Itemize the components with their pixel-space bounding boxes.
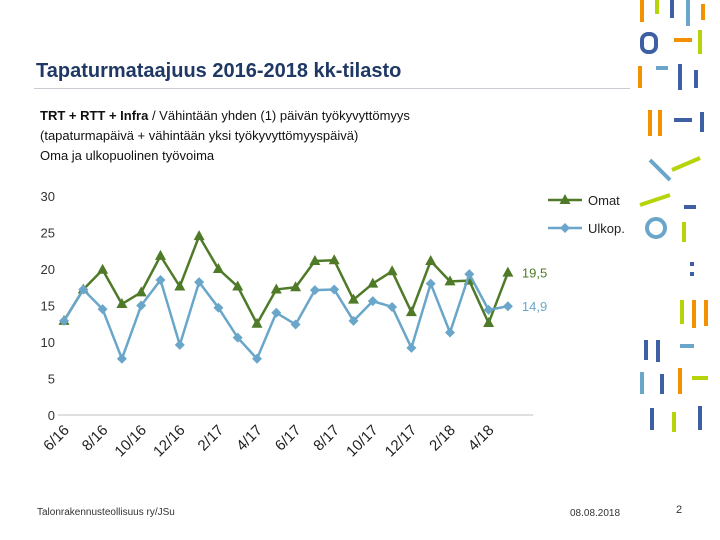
data-point: [270, 283, 282, 294]
x-tick-label: 12/17: [382, 422, 421, 461]
brand-logo-graphic: [638, 0, 708, 432]
data-point: [328, 254, 340, 265]
x-tick-label: 12/16: [150, 422, 189, 461]
x-tick-label: 8/17: [310, 422, 343, 455]
data-point: [252, 353, 262, 364]
data-point: [290, 281, 302, 292]
subtitle-bold-text: TRT + RTT + Infra: [40, 108, 149, 123]
end-value-label: 19,5: [522, 266, 547, 281]
y-tick-label: 30: [41, 189, 55, 204]
legend-item: Ulkop.: [548, 221, 625, 236]
data-point: [464, 269, 475, 280]
data-point: [329, 284, 340, 295]
data-point: [445, 327, 455, 338]
y-tick-label: 15: [41, 299, 55, 314]
x-tick-label: 6/16: [40, 422, 73, 455]
data-point: [116, 353, 127, 364]
data-point: [212, 263, 224, 273]
data-point: [136, 300, 147, 311]
series-ulkop: 14,9: [59, 269, 547, 364]
legend-marker: [560, 223, 570, 233]
data-point: [367, 277, 379, 288]
data-point: [232, 280, 244, 291]
subtitle-line-2: (tapaturmapäivä + vähintään yksi työkyvy…: [40, 128, 359, 143]
x-tick-label: 4/17: [233, 422, 266, 455]
title-divider: [34, 88, 630, 89]
page-title: Tapaturmataajuus 2016-2018 kk-tilasto: [36, 60, 402, 82]
data-point: [193, 230, 205, 241]
series-layer: 19,5 14,9: [58, 230, 547, 364]
chart-subtitle: TRT + RTT + Infra / Vähintään yhden (1) …: [40, 106, 600, 166]
x-tick-label: 2/18: [426, 422, 459, 455]
data-point: [135, 286, 147, 297]
y-tick-label: 25: [41, 226, 55, 241]
subtitle-rest-text: / Vähintään yhden (1) päivän työkyvyttöm…: [148, 108, 410, 123]
data-point: [405, 306, 417, 317]
data-point: [213, 302, 224, 313]
data-point: [406, 342, 417, 353]
footer-date: 08.08.2018: [570, 508, 621, 519]
data-point: [502, 266, 514, 277]
data-point: [232, 332, 243, 343]
data-point: [97, 304, 108, 315]
page-number: 2: [676, 504, 683, 516]
y-axis: 0 5 10 15 20 25 30: [41, 189, 55, 423]
y-tick-label: 0: [48, 408, 55, 423]
data-point: [271, 307, 282, 318]
data-point: [97, 263, 109, 274]
legend-item: Omat: [548, 193, 620, 208]
x-axis: 6/16 8/16 10/16 12/16 2/17 4/17 6/17 8/17 10/17 1…: [40, 414, 534, 461]
data-point: [483, 304, 494, 315]
data-point: [309, 254, 321, 265]
x-tick-label: 4/18: [465, 422, 498, 455]
data-point: [251, 317, 263, 328]
data-point: [348, 315, 359, 326]
data-point: [444, 275, 456, 286]
legend-label: Ulkop.: [588, 221, 625, 236]
x-tick-label: 2/17: [195, 422, 228, 455]
x-tick-label: 8/16: [79, 422, 112, 455]
data-point: [155, 249, 166, 260]
data-point: [387, 301, 398, 312]
y-tick-label: 10: [41, 335, 55, 350]
data-point: [174, 280, 186, 291]
legend-marker: [559, 194, 571, 204]
data-point: [78, 284, 89, 295]
legend: Omat Ulkop.: [548, 193, 625, 236]
end-value-label: 14,9: [522, 299, 547, 314]
y-tick-label: 5: [48, 372, 55, 387]
data-point: [348, 293, 359, 304]
data-point: [290, 319, 301, 330]
data-point: [155, 274, 166, 285]
series-line: [62, 272, 509, 361]
data-point: [386, 265, 398, 276]
x-tick-label: 10/17: [343, 422, 382, 461]
data-point: [174, 339, 185, 350]
data-point: [502, 301, 513, 312]
subtitle-line-1: TRT + RTT + Infra / Vähintään yhden (1) …: [40, 106, 600, 126]
legend-label: Omat: [588, 193, 620, 208]
data-point: [194, 277, 205, 288]
data-point: [483, 317, 495, 328]
data-point: [425, 254, 437, 265]
data-point: [116, 298, 128, 309]
data-point: [309, 285, 320, 296]
data-point: [59, 315, 69, 326]
subtitle-line-3: Oma ja ulkopuolinen työvoima: [40, 148, 215, 163]
footer-organization: Talonrakennusteollisuus ry/JSu: [37, 507, 175, 518]
data-point: [367, 296, 378, 307]
x-tick-label: 10/16: [111, 422, 150, 461]
x-tick-label: 6/17: [272, 422, 305, 455]
y-tick-label: 20: [41, 262, 55, 277]
data-point: [425, 278, 436, 289]
